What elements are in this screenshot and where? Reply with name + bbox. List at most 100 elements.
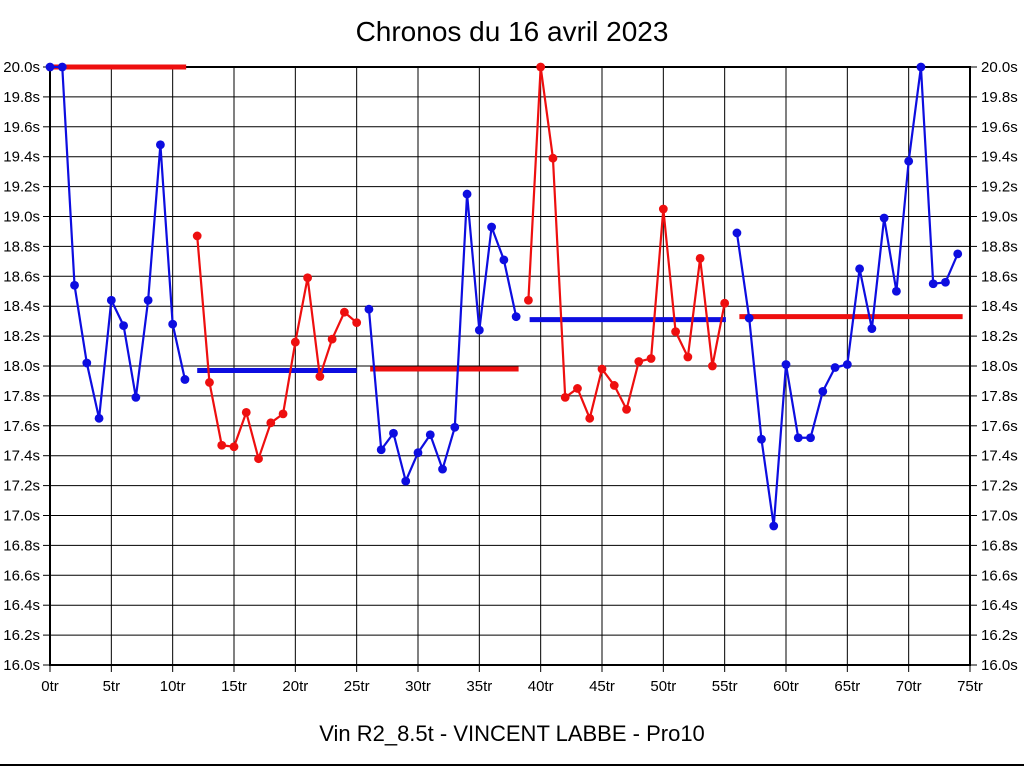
series-line-stint-3: [367, 192, 518, 483]
data-point-lap-60: [781, 360, 791, 369]
y-axis-label-left: 16.0s: [3, 657, 40, 674]
y-axis-label-right: 17.0s: [981, 508, 1018, 525]
y-axis-label-right: 17.8s: [981, 388, 1018, 405]
y-axis-label-left: 17.4s: [3, 448, 40, 465]
data-point-lap-48: [634, 357, 644, 366]
x-axis-label: 0tr: [41, 678, 59, 695]
data-point-lap-23: [327, 334, 337, 344]
y-axis-label-right: 19.2s: [981, 179, 1018, 196]
x-axis-label: 5tr: [103, 678, 121, 695]
data-point-lap-8: [143, 295, 153, 305]
data-point-lap-53: [695, 253, 705, 263]
data-point-lap-3: [82, 358, 92, 368]
y-axis-label-right: 16.8s: [981, 537, 1018, 554]
data-point-lap-56: [732, 228, 742, 238]
series-line-stint-1: [50, 65, 187, 420]
x-axis-label: 40tr: [528, 678, 554, 695]
data-point-lap-36: [487, 222, 496, 232]
data-point-lap-31: [425, 430, 435, 440]
x-axis-label: 60tr: [773, 678, 799, 695]
x-axis-label: 30tr: [405, 678, 431, 695]
data-point-lap-57: [744, 313, 754, 323]
x-axis-label: 25tr: [344, 678, 370, 695]
data-point-lap-67: [867, 324, 877, 334]
x-axis-label: 75tr: [957, 678, 983, 695]
data-point-lap-49: [646, 354, 656, 363]
data-point-lap-5: [106, 295, 116, 305]
data-point-lap-33: [450, 422, 460, 432]
y-axis-label-right: 18.4s: [981, 298, 1018, 315]
y-axis-label-right: 19.8s: [981, 89, 1018, 106]
chart-title: Chronos du 16 avril 2023: [355, 16, 669, 47]
data-point-lap-44: [585, 413, 595, 423]
data-point-lap-40: [536, 62, 546, 72]
data-point-lap-7: [131, 392, 141, 402]
y-axis-label-right: 17.2s: [981, 478, 1018, 495]
data-point-lap-13: [205, 378, 214, 387]
data-point-lap-71: [916, 62, 926, 72]
data-point-lap-10: [168, 319, 178, 329]
data-point-lap-37: [499, 255, 509, 265]
data-point-lap-42: [560, 392, 570, 402]
data-point-lap-22: [315, 372, 325, 381]
y-axis-label-left: 18.4s: [3, 298, 40, 315]
x-axis-label: 50tr: [650, 678, 676, 695]
data-point-lap-24: [340, 307, 349, 317]
y-axis-label-left: 18.8s: [3, 238, 40, 255]
data-point-lap-70: [904, 156, 914, 166]
data-point-lap-52: [683, 352, 693, 362]
data-point-lap-69: [892, 286, 901, 296]
y-axis-label-left: 17.8s: [3, 388, 40, 405]
data-point-lap-4: [94, 413, 104, 423]
data-point-lap-32: [438, 464, 447, 474]
bottom-border-line: [0, 764, 1024, 766]
data-point-lap-63: [818, 387, 828, 396]
data-point-lap-28: [389, 428, 398, 438]
x-axis-label: 20tr: [282, 678, 308, 695]
data-point-lap-19: [278, 409, 288, 419]
data-point-lap-38: [511, 312, 521, 322]
x-axis-label: 45tr: [589, 678, 615, 695]
data-point-lap-0: [45, 62, 55, 72]
data-point-lap-45: [597, 364, 607, 374]
data-point-lap-74: [953, 249, 963, 259]
x-axis-label: 65tr: [834, 678, 860, 695]
y-axis-label-left: 19.2s: [3, 179, 40, 196]
data-point-lap-39: [524, 295, 533, 305]
data-point-lap-43: [573, 384, 582, 393]
data-point-lap-41: [548, 153, 558, 163]
data-point-lap-20: [290, 337, 300, 347]
data-point-lap-17: [254, 454, 263, 464]
y-axis-label-right: 16.4s: [981, 597, 1018, 614]
data-point-lap-1: [57, 62, 67, 72]
x-axis-label: 70tr: [896, 678, 922, 695]
y-axis-label-right: 18.6s: [981, 268, 1018, 285]
y-axis-label-left: 20.0s: [3, 59, 40, 76]
series-line-stint-2: [196, 235, 358, 460]
y-axis-label-left: 18.2s: [3, 328, 40, 345]
y-axis-label-left: 19.4s: [3, 149, 40, 166]
data-point-lap-27: [376, 445, 386, 455]
data-point-lap-35: [474, 325, 484, 335]
y-axis-label-right: 18.8s: [981, 238, 1018, 255]
data-point-lap-14: [217, 440, 227, 450]
x-axis-label: 15tr: [221, 678, 247, 695]
data-point-lap-25: [352, 318, 362, 328]
data-point-lap-12: [192, 231, 202, 241]
data-point-lap-66: [855, 264, 864, 274]
y-axis-label-left: 17.6s: [3, 418, 40, 435]
y-axis-label-right: 16.0s: [981, 657, 1018, 674]
y-axis-label-left: 19.0s: [3, 209, 40, 226]
y-axis-label-right: 18.2s: [981, 328, 1018, 345]
data-point-lap-34: [462, 189, 472, 199]
data-point-lap-72: [928, 279, 938, 289]
x-axis-label: 35tr: [466, 678, 492, 695]
data-point-lap-30: [413, 448, 423, 458]
data-point-lap-2: [70, 280, 79, 290]
data-point-lap-9: [156, 140, 165, 150]
data-point-lap-15: [229, 442, 239, 452]
y-axis-label-right: 16.2s: [981, 627, 1018, 644]
y-axis-label-left: 16.2s: [3, 627, 40, 644]
